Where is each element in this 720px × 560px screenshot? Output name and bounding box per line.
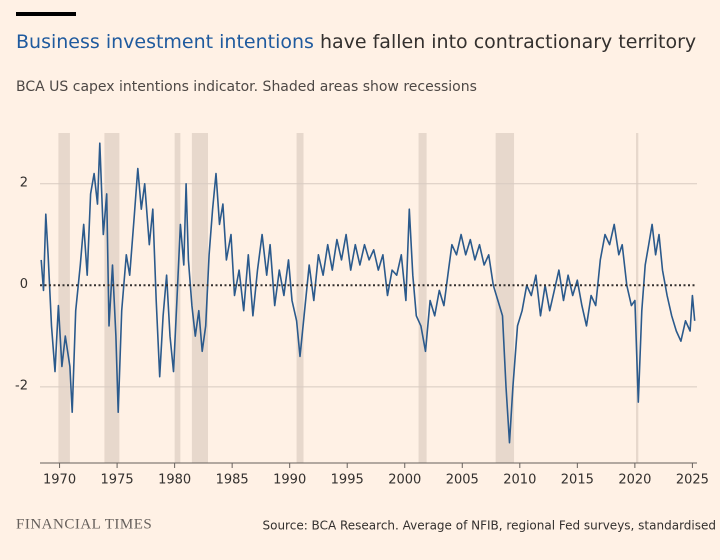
recession-shade — [418, 133, 427, 463]
x-tick-label: 1985 — [216, 473, 249, 488]
recession-shade — [58, 133, 70, 463]
x-tick-label: 2025 — [676, 473, 709, 488]
recession-shade — [495, 133, 515, 463]
series-line — [40, 142, 696, 444]
x-tick-label: 2005 — [446, 473, 479, 488]
recession-shade — [191, 133, 208, 463]
top-rule — [16, 12, 76, 16]
chart-title: Business investment intentions have falle… — [16, 31, 696, 53]
x-tick-label: 1995 — [331, 473, 364, 488]
brand: FINANCIAL TIMES — [16, 516, 152, 532]
recession-shade — [636, 133, 639, 463]
source: Source: BCA Research. Average of NFIB, r… — [262, 519, 716, 533]
x-tick-label: 2015 — [561, 473, 594, 488]
recession-shade — [104, 133, 120, 463]
x-tick-label: 1990 — [273, 473, 306, 488]
title-rest: have fallen into contractionary territor… — [320, 31, 696, 53]
x-tick-label: 2010 — [503, 473, 536, 488]
x-tick-label: 2000 — [388, 473, 421, 488]
x-tick-label: 2020 — [618, 473, 651, 488]
recession-shade — [296, 133, 304, 463]
y-tick-label: 2 — [20, 175, 28, 190]
plot: -2 0 2 1970 1975 1980 1985 1990 1995 2000 2005 2010… — [15, 133, 709, 488]
x-tick-label: 1975 — [101, 473, 134, 488]
subtitle: BCA US capex intentions indicator. Shade… — [16, 79, 477, 95]
x-tick-label: 1980 — [158, 473, 191, 488]
y-tick-label: -2 — [15, 378, 28, 393]
y-tick-label: 0 — [20, 277, 28, 292]
x-tick-label: 1970 — [43, 473, 76, 488]
title-highlight: Business investment intentions — [16, 31, 314, 53]
